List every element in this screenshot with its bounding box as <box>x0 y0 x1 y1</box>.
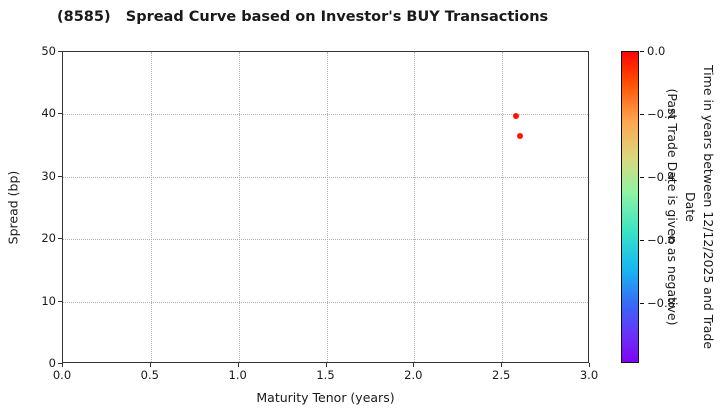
y-axis-label: Spread (bp) <box>5 170 21 245</box>
x-axis-label: Maturity Tenor (years) <box>256 390 395 405</box>
colorbar <box>621 51 639 363</box>
y-tick-label: 0 <box>48 356 56 370</box>
x-tick-label: 0.5 <box>140 368 159 382</box>
x-tick-label: 1.0 <box>228 368 247 382</box>
x-gridline <box>150 52 152 362</box>
x-tick-label: 3.0 <box>579 368 599 382</box>
y-tick-mark <box>58 238 62 240</box>
y-gridline <box>63 176 588 178</box>
x-tick-label: 1.5 <box>316 368 335 382</box>
data-point <box>516 133 523 140</box>
plot-area <box>62 51 589 363</box>
colorbar-tick-mark <box>640 114 644 116</box>
x-gridline <box>238 52 240 362</box>
y-tick-label: 50 <box>41 44 56 58</box>
y-tick-label: 30 <box>41 168 56 183</box>
colorbar-tick-label: −0.6 <box>647 233 675 248</box>
colorbar-tick-mark <box>640 303 644 305</box>
x-tick-mark <box>237 363 239 367</box>
y-tick-mark <box>58 113 62 115</box>
colorbar-label-line1: Time in years between 12/12/2025 and Tra… <box>683 64 716 350</box>
x-gridline <box>326 52 328 362</box>
y-gridline <box>63 301 588 303</box>
x-tick-mark <box>149 363 151 367</box>
colorbar-tick-mark <box>640 240 644 242</box>
colorbar-tick-label: −0.2 <box>647 107 675 122</box>
colorbar-tick-mark <box>640 51 644 52</box>
y-tick-mark <box>58 51 62 52</box>
y-gridline <box>63 114 588 116</box>
x-tick-mark <box>413 363 415 367</box>
y-tick-mark <box>58 300 62 302</box>
colorbar-tick-label: 0.0 <box>647 44 666 58</box>
x-tick-label: 2.0 <box>404 368 423 382</box>
colorbar-tick-label: −0.8 <box>647 296 675 311</box>
colorbar-tick-mark <box>640 177 644 179</box>
y-tick-mark <box>58 175 62 177</box>
x-tick-mark <box>501 363 503 367</box>
colorbar-label: Time in years between 12/12/2025 and Tra… <box>661 51 717 363</box>
colorbar-tick-label: −0.4 <box>647 170 675 185</box>
colorbar-label-line2: (Past Trade Date is given as negative) <box>665 88 680 326</box>
y-tick-label: 10 <box>41 293 56 308</box>
x-tick-mark <box>589 363 590 367</box>
y-tick-label: 40 <box>41 106 56 121</box>
x-tick-mark <box>62 363 63 367</box>
chart-title: (8585) Spread Curve based on Investor's … <box>57 9 549 25</box>
x-gridline <box>414 52 416 362</box>
y-tick-mark <box>58 363 62 364</box>
x-gridline <box>502 52 504 362</box>
y-tick-label: 20 <box>41 231 56 246</box>
y-gridline <box>63 239 588 241</box>
x-tick-label: 0.0 <box>52 368 72 382</box>
x-tick-label: 2.5 <box>492 368 511 382</box>
x-tick-mark <box>325 363 327 367</box>
data-point <box>513 113 520 120</box>
